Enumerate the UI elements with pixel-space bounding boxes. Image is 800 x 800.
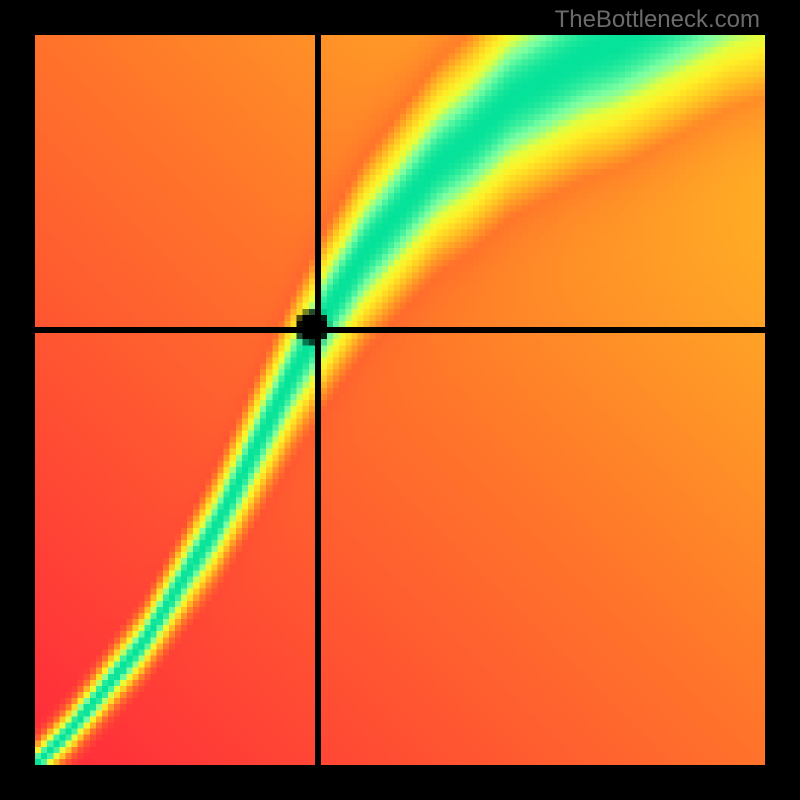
chart-frame: TheBottleneck.com [0, 0, 800, 800]
bottleneck-heatmap [35, 35, 765, 765]
watermark-text: TheBottleneck.com [555, 6, 760, 34]
